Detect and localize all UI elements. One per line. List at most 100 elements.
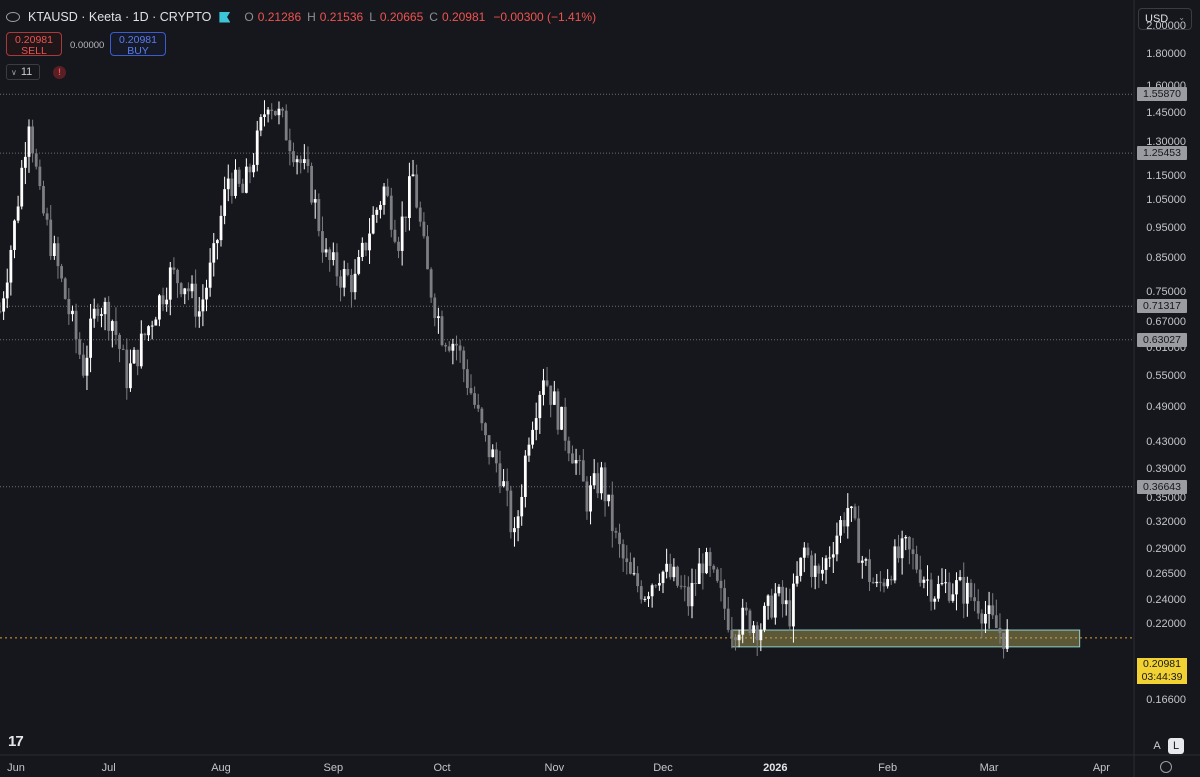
- candle-body: [386, 186, 390, 196]
- candle-body: [49, 219, 53, 256]
- candle-body: [987, 605, 991, 614]
- candle-body: [777, 586, 781, 594]
- time-tick-label: Apr: [1092, 762, 1110, 774]
- candle-body: [407, 176, 411, 219]
- candle-body: [951, 594, 955, 601]
- settings-icon[interactable]: [1160, 761, 1172, 773]
- candle-body: [502, 481, 505, 487]
- candle-body: [889, 579, 893, 581]
- candle-body: [281, 108, 284, 111]
- candle-body: [828, 557, 832, 559]
- candle-body: [248, 166, 252, 173]
- candle-body: [748, 610, 752, 634]
- candle-body: [295, 159, 299, 163]
- bar-countdown: 03:44:39: [1141, 671, 1183, 683]
- candle-body: [0, 311, 2, 313]
- price-tick-label: 0.39000: [1146, 462, 1186, 475]
- candle-body: [20, 167, 24, 207]
- low-label: L: [369, 10, 376, 24]
- candle-body: [947, 582, 951, 601]
- candle-body: [792, 583, 795, 627]
- candle-body: [324, 249, 328, 253]
- candle-body: [433, 297, 437, 319]
- candle-body: [621, 544, 625, 559]
- tradingview-logo[interactable]: 17: [8, 733, 24, 750]
- candle-body: [629, 562, 632, 574]
- candle-body: [176, 269, 179, 284]
- candle-body: [465, 369, 469, 389]
- candle-body: [911, 549, 915, 555]
- candle-body: [114, 321, 118, 335]
- candle-body: [679, 585, 683, 587]
- candle-body: [125, 349, 129, 389]
- candle-body: [915, 554, 919, 570]
- candles: [0, 100, 1009, 659]
- candle-body: [346, 269, 350, 275]
- price-tick-label: 0.26500: [1146, 567, 1186, 580]
- candle-body: [831, 554, 835, 558]
- change-value: −0.00300 (−1.41%): [493, 10, 597, 24]
- sell-price: 0.20981: [15, 34, 53, 46]
- candle-body: [400, 216, 404, 251]
- candle-body: [118, 334, 121, 349]
- candle-body: [886, 579, 890, 587]
- candle-body: [165, 299, 169, 305]
- candle-body: [426, 236, 429, 270]
- candle-body: [922, 579, 926, 583]
- candle-body: [16, 206, 20, 221]
- candle-body: [418, 207, 422, 222]
- auto-scale-button[interactable]: A: [1153, 740, 1161, 752]
- buy-button[interactable]: 0.20981 BUY: [110, 32, 166, 57]
- sell-button[interactable]: 0.20981 SELL: [6, 32, 62, 57]
- candle-body: [520, 496, 524, 517]
- candle-body: [639, 586, 643, 600]
- level-price-tag: 0.71317: [1137, 299, 1187, 314]
- chevron-down-icon: ⌄: [1178, 13, 1185, 22]
- candle-body: [375, 209, 379, 215]
- candle-body: [741, 607, 745, 635]
- candle-body: [78, 339, 82, 355]
- candle-body: [179, 283, 183, 295]
- level-price-tag: 1.25453: [1137, 146, 1187, 161]
- price-tick-label: 1.45000: [1146, 106, 1186, 119]
- candle-body: [473, 393, 477, 405]
- price-tick-label: 0.35000: [1146, 492, 1186, 505]
- flag-icon[interactable]: [219, 11, 231, 23]
- eye-icon[interactable]: [6, 12, 20, 22]
- price-tick-label: 0.95000: [1146, 221, 1186, 234]
- currency-value: USD: [1145, 13, 1169, 25]
- candle-body: [197, 311, 201, 317]
- log-scale-button[interactable]: L: [1168, 738, 1184, 754]
- warning-icon[interactable]: !: [53, 66, 66, 79]
- candle-body: [806, 547, 810, 556]
- candle-body: [973, 597, 976, 602]
- candle-body: [212, 243, 216, 263]
- candle-body: [918, 569, 922, 583]
- candle-body: [154, 319, 158, 326]
- candle-body: [773, 593, 777, 618]
- candle-body: [936, 584, 940, 599]
- candle-body: [129, 363, 132, 389]
- candle-body: [172, 267, 176, 270]
- level-price-tag: 1.55870: [1137, 87, 1187, 102]
- currency-select[interactable]: USD ⌄: [1138, 8, 1192, 30]
- candle-body: [726, 608, 730, 630]
- candle-body: [737, 634, 741, 641]
- candle-body: [389, 195, 393, 230]
- candle-body: [2, 298, 6, 312]
- price-tick-label: 1.15000: [1146, 169, 1186, 182]
- candle-body: [603, 467, 607, 502]
- candle-body: [219, 215, 223, 241]
- candle-body: [404, 216, 408, 219]
- candle-body: [27, 126, 31, 157]
- candle-body: [596, 473, 600, 494]
- candle-body: [350, 274, 353, 293]
- candle-body: [690, 582, 694, 607]
- symbol-title[interactable]: KTAUSD · Keeta · 1D · CRYPTO: [28, 10, 212, 24]
- sell-label: SELL: [21, 45, 47, 57]
- candle-body: [712, 565, 716, 570]
- candle-body: [92, 308, 96, 319]
- candle-body: [897, 546, 900, 559]
- indicators-toggle[interactable]: ∨ 11: [6, 64, 40, 80]
